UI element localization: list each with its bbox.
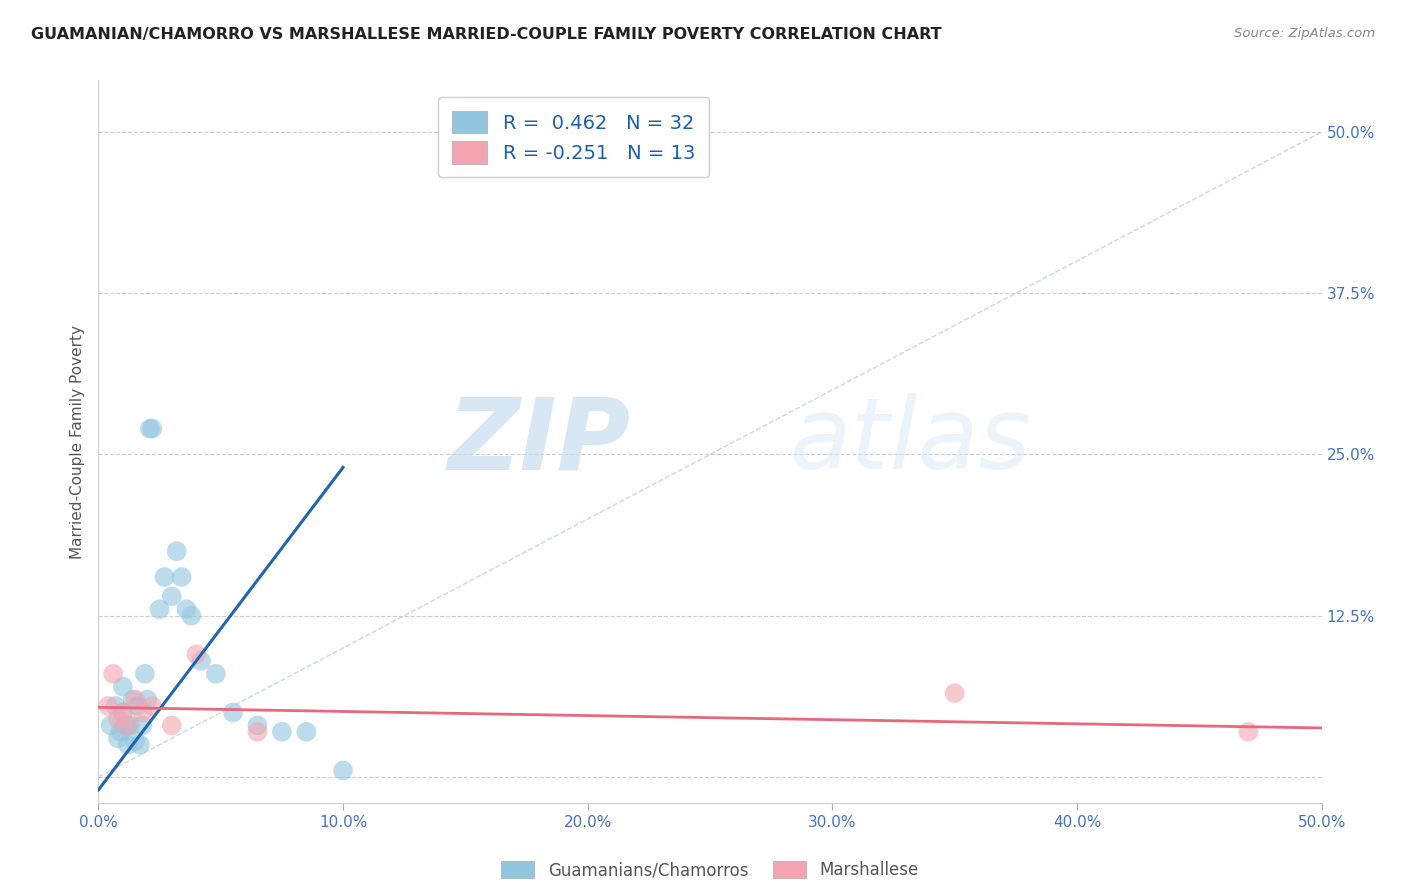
Point <box>246 724 269 739</box>
Point <box>270 724 294 739</box>
Point <box>160 718 183 732</box>
Point <box>186 648 208 662</box>
Point <box>246 718 269 732</box>
Point <box>129 738 152 752</box>
Point <box>127 699 149 714</box>
Point <box>120 718 142 732</box>
Point <box>100 718 122 732</box>
Point <box>131 706 153 720</box>
Point <box>141 422 163 436</box>
Point <box>104 699 127 714</box>
Point <box>134 666 156 681</box>
Point <box>943 686 966 700</box>
Text: Source: ZipAtlas.com: Source: ZipAtlas.com <box>1234 27 1375 40</box>
Point <box>117 738 139 752</box>
Point <box>332 764 354 778</box>
Point <box>166 544 188 558</box>
Point <box>124 692 146 706</box>
Point <box>176 602 198 616</box>
Point <box>111 706 134 720</box>
Point <box>107 712 129 726</box>
Point <box>149 602 172 616</box>
Point <box>205 666 228 681</box>
Point <box>170 570 193 584</box>
Point <box>111 706 134 720</box>
Point <box>131 718 153 732</box>
Point <box>110 724 132 739</box>
Text: atlas: atlas <box>790 393 1031 490</box>
Point <box>190 654 212 668</box>
Point <box>222 706 245 720</box>
Point <box>124 734 146 748</box>
Point <box>107 731 129 746</box>
Point <box>160 590 183 604</box>
Text: ZIP: ZIP <box>447 393 630 490</box>
Point <box>114 718 136 732</box>
Point <box>153 570 176 584</box>
Point <box>97 699 120 714</box>
Point <box>121 692 143 706</box>
Point <box>1237 724 1260 739</box>
Point <box>180 608 202 623</box>
Y-axis label: Married-Couple Family Poverty: Married-Couple Family Poverty <box>69 325 84 558</box>
Point <box>101 666 124 681</box>
Point <box>111 680 134 694</box>
Point <box>117 718 139 732</box>
Point <box>136 692 159 706</box>
Point <box>139 422 162 436</box>
Text: GUAMANIAN/CHAMORRO VS MARSHALLESE MARRIED-COUPLE FAMILY POVERTY CORRELATION CHAR: GUAMANIAN/CHAMORRO VS MARSHALLESE MARRIE… <box>31 27 942 42</box>
Point <box>141 699 163 714</box>
Point <box>295 724 318 739</box>
Legend: Guamanians/Chamorros, Marshallese: Guamanians/Chamorros, Marshallese <box>495 855 925 886</box>
